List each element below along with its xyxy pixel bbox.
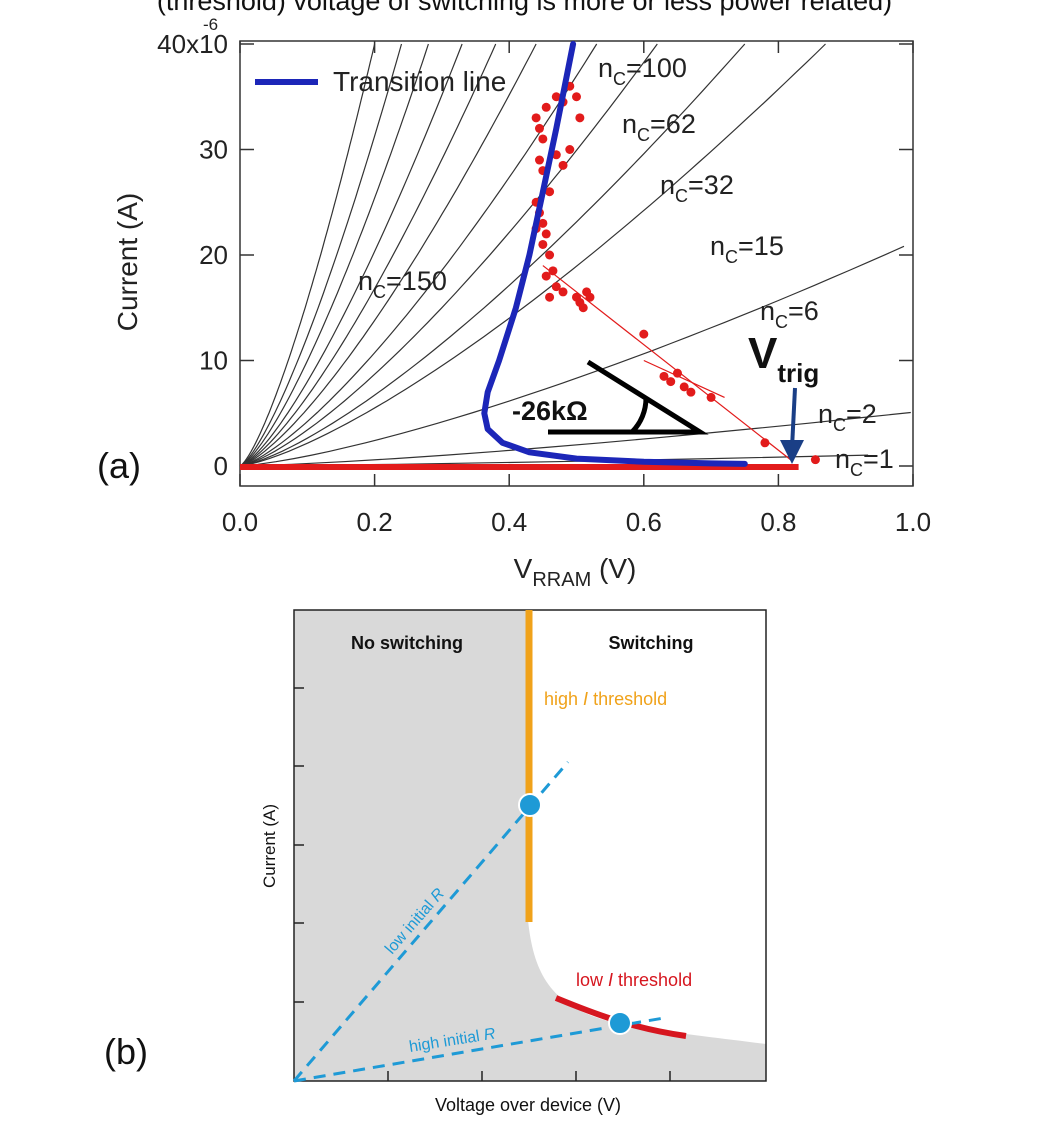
nc-label-100: nC=100 xyxy=(598,53,687,89)
data-point xyxy=(673,369,682,378)
x-tick-label: 0.8 xyxy=(760,507,796,537)
panel-b-chart: No switching Switching high I threshold … xyxy=(104,610,766,1115)
x-axis-label-b: Voltage over device (V) xyxy=(435,1095,621,1115)
y-tick-label: 10 xyxy=(199,346,228,376)
svg-text:nC=32: nC=32 xyxy=(660,170,734,206)
nc-label-6: nC=6 xyxy=(760,296,819,332)
slope-angle-arc xyxy=(632,398,646,432)
svg-text:nC=1: nC=1 xyxy=(835,444,894,480)
svg-text:nC=62: nC=62 xyxy=(622,109,696,145)
data-point xyxy=(760,438,769,447)
data-point xyxy=(639,330,648,339)
data-point xyxy=(532,113,541,122)
data-point xyxy=(535,124,544,133)
data-point xyxy=(535,156,544,165)
data-point xyxy=(559,287,568,296)
data-point xyxy=(585,293,594,302)
nc-label-2: nC=2 xyxy=(818,399,877,435)
y-tick-label: 30 xyxy=(199,135,228,165)
panel-a-chart: 0.00.20.40.60.81.0010203040x10-6 Transit… xyxy=(97,15,931,591)
panel-a-label: (a) xyxy=(97,445,141,486)
data-point xyxy=(559,161,568,170)
vtrig-label: Vtrig xyxy=(748,329,819,388)
svg-text:nC=100: nC=100 xyxy=(598,53,687,89)
y-tick-exponent: -6 xyxy=(203,15,218,34)
svg-text:nC=150: nC=150 xyxy=(358,266,447,302)
x-tick-label: 0.2 xyxy=(357,507,393,537)
data-point xyxy=(579,303,588,312)
figure-canvas: 0.00.20.40.60.81.0010203040x10-6 Transit… xyxy=(0,0,1049,1140)
x-tick-label: 0.4 xyxy=(491,507,527,537)
data-point xyxy=(538,240,547,249)
x-axis-label: VRRAM (V) xyxy=(514,553,637,591)
x-tick-label: 0.0 xyxy=(222,507,258,537)
vtrig-arrowhead xyxy=(780,440,804,464)
data-point xyxy=(565,145,574,154)
high-threshold-marker xyxy=(519,794,541,816)
svg-text:nC=15: nC=15 xyxy=(710,231,784,267)
nc-label-62: nC=62 xyxy=(622,109,696,145)
data-point xyxy=(811,455,820,464)
slope-label: -26kΩ xyxy=(512,396,588,426)
region-no-switching-label: No switching xyxy=(351,633,463,653)
nc-label-15: nC=15 xyxy=(710,231,784,267)
x-tick-label: 1.0 xyxy=(895,507,931,537)
data-point xyxy=(572,92,581,101)
data-point xyxy=(548,266,557,275)
nc-curve xyxy=(240,44,745,466)
data-point xyxy=(666,377,675,386)
x-tick-label: 0.6 xyxy=(626,507,662,537)
y-tick-label: 0 xyxy=(214,451,228,481)
y-axis-label-b: Current (A) xyxy=(260,804,279,888)
y-axis-label: Current (A) xyxy=(112,193,143,331)
data-point xyxy=(686,388,695,397)
data-point xyxy=(538,134,547,143)
vtrig-arrow xyxy=(792,388,795,448)
low-threshold-marker xyxy=(609,1012,631,1034)
high-threshold-label: high I threshold xyxy=(544,689,667,709)
nc-curve xyxy=(240,44,428,466)
data-point xyxy=(542,229,551,238)
data-point xyxy=(542,103,551,112)
nc-curve xyxy=(240,44,496,466)
data-point xyxy=(575,113,584,122)
nc-curve xyxy=(240,44,536,466)
panel-b-label: (b) xyxy=(104,1031,148,1072)
nc-label-1: nC=1 xyxy=(835,444,894,480)
y-tick-label: 20 xyxy=(199,240,228,270)
red-fit-line-2 xyxy=(644,361,725,398)
low-threshold-label: low I threshold xyxy=(576,970,692,990)
data-point xyxy=(707,393,716,402)
data-point xyxy=(545,293,554,302)
legend-label: Transition line xyxy=(333,66,506,97)
svg-text:nC=2: nC=2 xyxy=(818,399,877,435)
data-point xyxy=(545,251,554,260)
nc-label-150: nC=150 xyxy=(358,266,447,302)
nc-curve xyxy=(240,44,375,466)
nc-label-32: nC=32 xyxy=(660,170,734,206)
svg-text:nC=6: nC=6 xyxy=(760,296,819,332)
region-switching-label: Switching xyxy=(609,633,694,653)
